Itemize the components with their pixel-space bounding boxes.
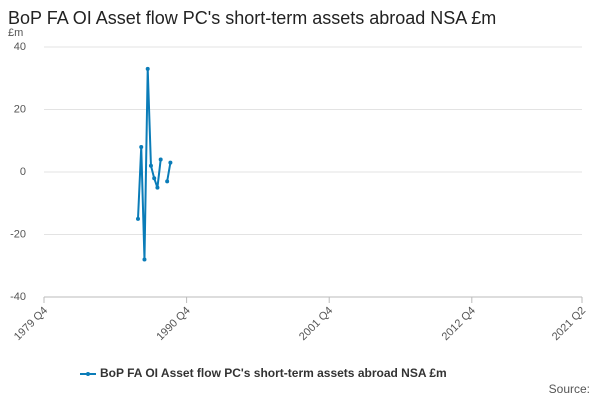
- data-point: [139, 145, 144, 149]
- data-point: [148, 163, 153, 168]
- y-unit: £m: [8, 27, 23, 39]
- y-tick-label: 20: [14, 103, 26, 115]
- x-tick-label: 1990 Q4: [154, 305, 192, 343]
- y-tick-label: 0: [20, 166, 26, 178]
- y-tick-label: -40: [10, 291, 26, 303]
- legend-label: BoP FA OI Asset flow PC's short-term ass…: [100, 366, 447, 380]
- data-point: [152, 176, 157, 181]
- legend-marker: [86, 372, 90, 376]
- data-point: [145, 66, 150, 71]
- data-point: [135, 216, 140, 221]
- series-line: [136, 68, 172, 260]
- y-tick-label: -20: [10, 228, 26, 240]
- chart-title: BoP FA OI Asset flow PC's short-term ass…: [8, 8, 496, 28]
- data-point: [155, 185, 160, 190]
- data-point: [165, 179, 170, 184]
- data-point: [142, 257, 147, 262]
- x-tick-label: 2012 Q4: [440, 305, 478, 343]
- y-tick-label: 40: [14, 41, 26, 53]
- x-tick-label: 2021 Q2: [550, 305, 588, 343]
- x-tick-label: 2001 Q4: [297, 305, 335, 343]
- data-point: [168, 160, 173, 165]
- source: Source:: [549, 382, 590, 396]
- x-tick-label: 1979 Q4: [12, 305, 50, 343]
- data-point: [158, 157, 163, 162]
